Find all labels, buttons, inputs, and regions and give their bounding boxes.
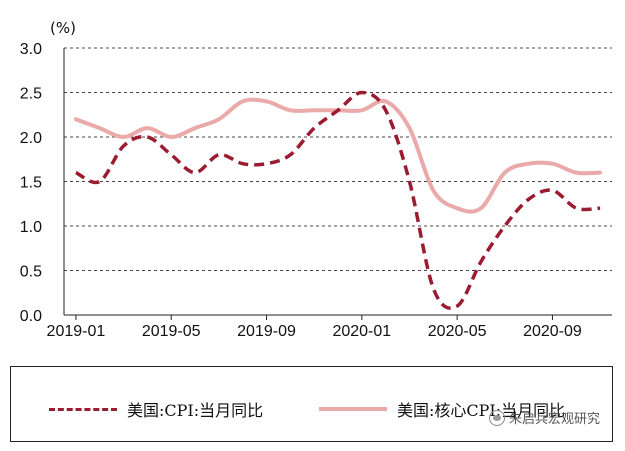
y-tick-label: 3.0 [20, 41, 42, 58]
y-tick-label: 1.0 [20, 219, 42, 236]
grid-lines [64, 47, 612, 271]
legend-label-core-cpi: 美国:核心CPI:当月同比 [397, 401, 566, 420]
legend-item-cpi: 美国:CPI:当月同比 [49, 397, 263, 421]
legend: 美国:CPI:当月同比 美国:核心CPI:当月同比 朱启兵宏观研究 [10, 366, 613, 442]
watermark-text: 朱启兵宏观研究 [508, 412, 600, 427]
y-tick-label: 1.5 [20, 175, 42, 192]
x-tick-label: 2019-01 [47, 323, 106, 340]
x-tick-label: 2019-05 [142, 323, 201, 340]
x-tick-label: 2020-09 [523, 323, 582, 340]
y-axis-ticks: 0.0 0.5 1.0 1.5 2.0 2.5 3.0 [20, 41, 42, 325]
series-lines [73, 90, 603, 310]
watermark: 朱启兵宏观研究 [488, 408, 600, 427]
legend-swatch-core-cpi [319, 407, 387, 411]
x-tick-label: 2020-05 [428, 323, 487, 340]
line-chart: (%) 0.0 0.5 1.0 1.5 2.0 2.5 3.0 2019-01 2019-05… [20, 19, 612, 340]
y-tick-label: 2.5 [20, 86, 42, 103]
y-tick-label: 2.0 [20, 130, 42, 147]
series-line-cpi [75, 90, 601, 310]
legend-label-cpi: 美国:CPI:当月同比 [127, 401, 264, 420]
legend-swatch-cpi [49, 407, 117, 411]
x-tick-label: 2020-01 [332, 323, 391, 340]
wechat-icon [488, 409, 505, 426]
x-axis-ticks: 2019-01 2019-05 2019-09 2020-01 2020-05 2020-… [47, 315, 582, 340]
legend-item-core-cpi: 美国:核心CPI:当月同比 [319, 397, 565, 421]
unit-label: (%) [50, 19, 76, 37]
series-line-core-cpi [73, 97, 603, 214]
y-tick-label: 0.5 [20, 264, 42, 281]
y-tick-label: 0.0 [20, 308, 42, 325]
x-tick-label: 2019-09 [237, 323, 296, 340]
